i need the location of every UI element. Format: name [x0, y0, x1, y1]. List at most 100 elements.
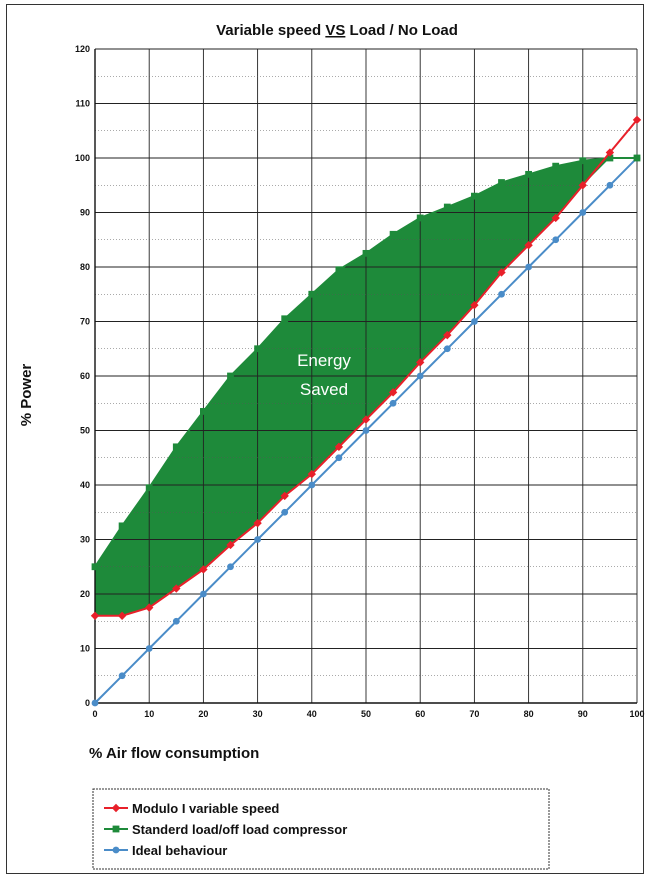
data-point-square — [606, 154, 614, 162]
title-suffix: Load / No Load — [345, 22, 458, 39]
data-point-square — [443, 203, 451, 211]
y-tick-label: 100 — [75, 153, 90, 163]
y-tick-label: 40 — [80, 480, 90, 490]
data-point-circle — [200, 590, 207, 598]
y-tick-label: 120 — [75, 44, 90, 54]
y-tick-label: 60 — [80, 371, 90, 381]
data-point-diamond — [280, 491, 289, 501]
data-point-diamond — [443, 330, 452, 340]
x-tick-label: 80 — [524, 709, 534, 719]
y-tick-label: 50 — [80, 426, 90, 436]
y-tick-label: 110 — [75, 99, 90, 109]
x-tick-label: 20 — [198, 709, 208, 719]
data-point-square — [308, 290, 316, 298]
data-point-diamond — [551, 213, 560, 223]
series-layer — [90, 115, 642, 707]
data-point-diamond — [172, 584, 181, 593]
data-point-diamond — [470, 300, 479, 310]
data-point-circle — [416, 372, 424, 380]
data-point-circle — [227, 563, 234, 571]
legend-label: Standerd load/off load compressor — [132, 822, 347, 837]
x-tick-label: 0 — [92, 709, 97, 719]
legend-label: Ideal behaviour — [132, 843, 227, 858]
data-point-square — [362, 249, 370, 257]
data-point-diamond — [416, 358, 425, 367]
data-point-square — [91, 563, 99, 571]
data-point-diamond — [524, 241, 533, 250]
title-vs: VS — [325, 22, 345, 39]
legend-label: Modulo I variable speed — [132, 801, 279, 816]
data-point-diamond — [111, 803, 121, 813]
legend-item: Standerd load/off load compressor — [104, 822, 347, 837]
data-point-square — [227, 372, 234, 380]
annotation-energy: Energy — [297, 351, 351, 370]
y-tick-label: 80 — [80, 262, 90, 272]
data-point-diamond — [388, 388, 398, 397]
data-point-square — [579, 157, 587, 165]
legend-item: Modulo I variable speed — [104, 801, 279, 816]
data-point-square — [281, 315, 289, 323]
data-point-diamond — [578, 181, 587, 190]
annotation-saved: Saved — [300, 380, 348, 399]
y-tick-label: 30 — [80, 535, 90, 545]
data-point-square — [498, 179, 505, 186]
data-point-square — [389, 230, 397, 238]
x-tick-label: 50 — [361, 709, 371, 719]
y-axis-label: % Power — [18, 364, 35, 427]
x-tick-label: 10 — [144, 709, 154, 719]
data-point-square — [145, 484, 153, 492]
data-point-circle — [118, 672, 126, 680]
axes — [94, 49, 637, 704]
data-point-square — [416, 214, 424, 222]
data-point-diamond — [90, 611, 100, 620]
data-point-circle — [498, 290, 505, 298]
y-tick-label: 20 — [80, 589, 90, 599]
y-tick-label: 0 — [85, 698, 90, 708]
data-point-diamond — [117, 611, 127, 620]
data-point-diamond — [145, 603, 154, 612]
x-tick-label: 70 — [469, 709, 479, 719]
data-point-square — [633, 154, 641, 162]
data-point-diamond — [361, 415, 371, 424]
series-1 — [91, 154, 641, 571]
data-point-square — [118, 522, 126, 530]
data-point-square — [335, 266, 343, 274]
data-point-square — [200, 408, 207, 415]
data-point-circle — [145, 645, 153, 652]
data-point-circle — [606, 181, 614, 189]
legend: Modulo I variable speed Standerd load/off… — [92, 788, 550, 870]
x-tick-label: 60 — [415, 709, 425, 719]
data-point-square — [552, 162, 560, 170]
x-tick-label: 30 — [253, 709, 263, 719]
series-0 — [90, 115, 642, 620]
data-point-diamond — [226, 540, 235, 550]
data-point-diamond — [334, 442, 344, 452]
data-point-diamond — [253, 518, 262, 528]
data-point-diamond — [632, 115, 642, 125]
y-tick-labels: 0 10 20 30 40 50 60 70 80 90 100 110 120 — [75, 44, 90, 708]
data-point-diamond — [307, 469, 316, 479]
title-prefix: Variable speed — [216, 22, 325, 39]
data-point-circle — [308, 481, 316, 489]
data-point-circle — [335, 454, 343, 462]
series-2 — [91, 154, 641, 707]
data-point-square — [525, 170, 532, 178]
x-tick-label: 40 — [307, 709, 317, 719]
data-point-square — [254, 345, 261, 353]
x-axis-label: % Air flow consumption — [89, 745, 259, 762]
data-point-circle — [362, 427, 370, 434]
data-point-circle — [172, 617, 180, 625]
data-point-square — [112, 825, 120, 833]
legend-box — [92, 788, 550, 870]
data-point-diamond — [605, 148, 615, 157]
chart-frame: Variable speed VS Load / No Load 0 10 20 30… — [6, 4, 645, 874]
data-point-circle — [91, 699, 99, 707]
legend-item: Ideal behaviour — [104, 843, 227, 858]
data-point-circle — [112, 846, 120, 854]
data-point-circle — [552, 236, 560, 244]
y-tick-label: 70 — [80, 317, 90, 327]
data-point-circle — [471, 318, 478, 325]
data-point-diamond — [199, 565, 208, 574]
legend-items: Modulo I variable speed Standerd load/off… — [104, 801, 347, 858]
data-point-diamond — [497, 268, 506, 277]
